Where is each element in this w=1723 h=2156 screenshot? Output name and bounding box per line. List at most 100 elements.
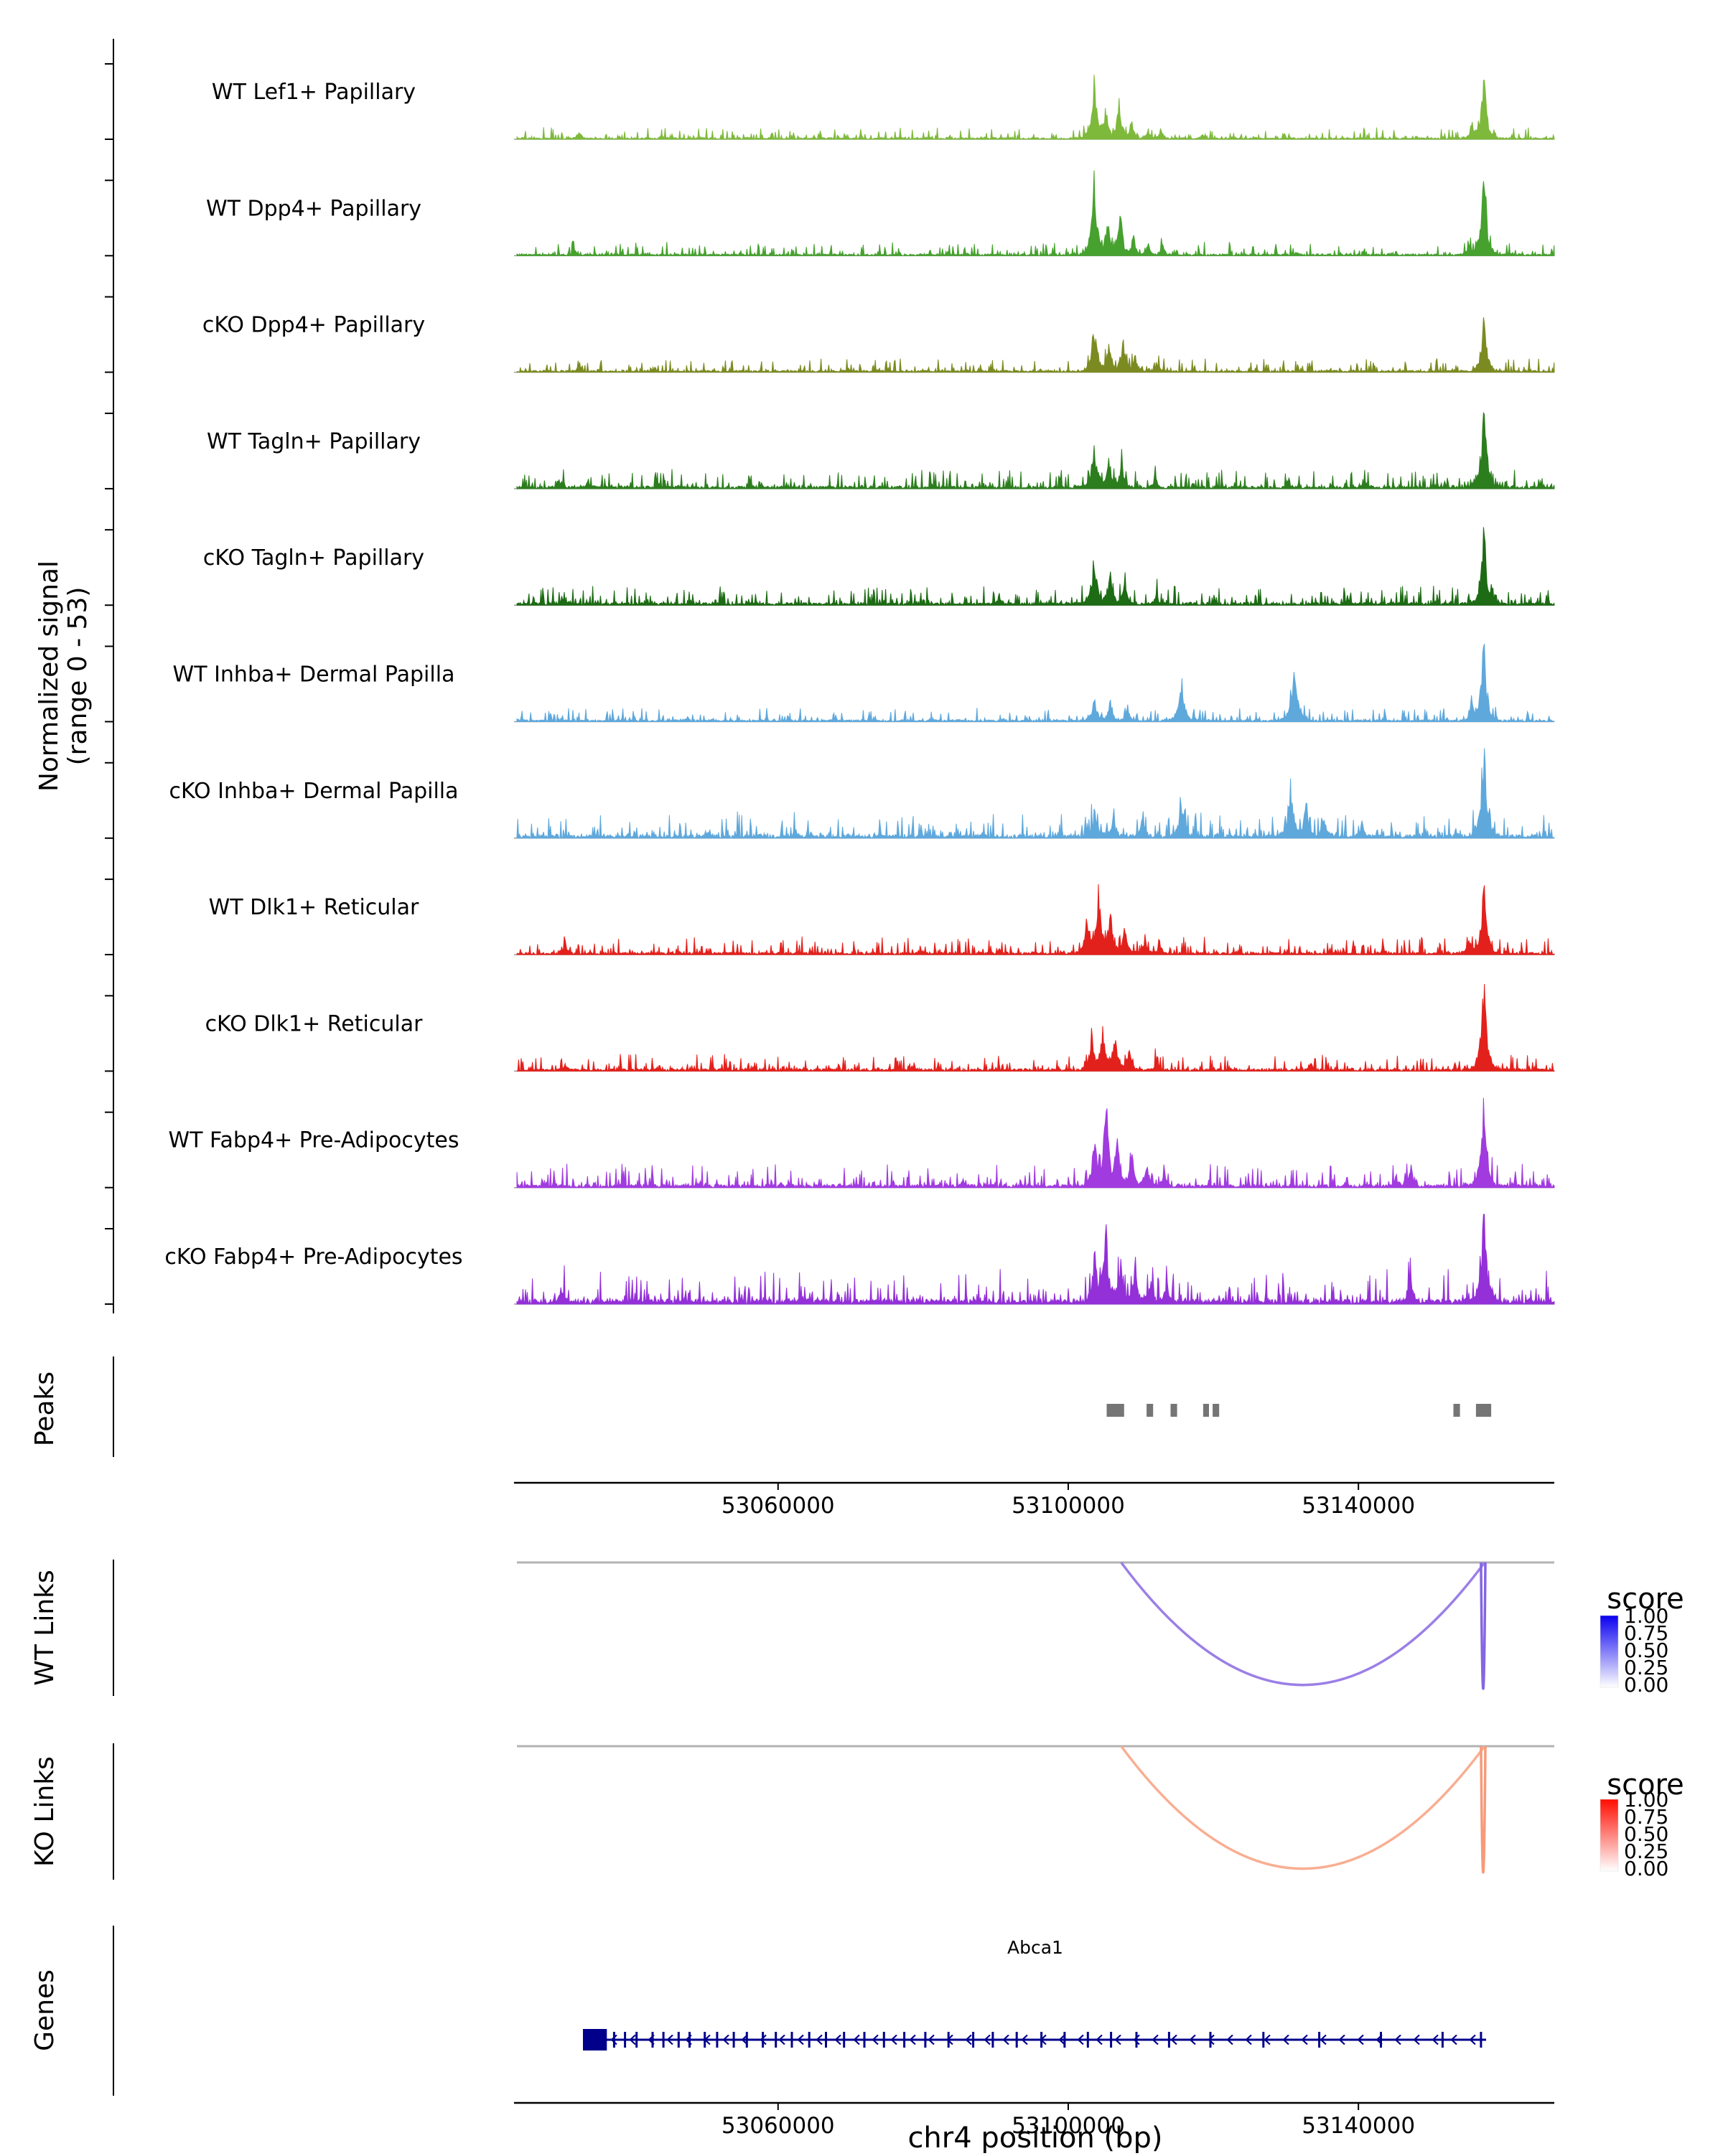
- track-signal-9: [516, 1097, 1555, 1189]
- gene-strand-arrow: [909, 2034, 916, 2045]
- track-label: cKO Fabp4+ Pre-Adipocytes: [164, 1245, 462, 1270]
- gene-strand-arrow: [1413, 2034, 1420, 2045]
- legend-tick-label: 0.50: [1624, 1639, 1668, 1662]
- genome-axis-bottom: 53060000 53100000 53140000: [514, 2101, 1554, 2139]
- legend-color-bar: [1600, 1615, 1619, 1688]
- ko-links-section-label: KO Links: [30, 1756, 60, 1867]
- track-signal-0: [516, 75, 1555, 141]
- gene-strand-arrow: [1114, 2034, 1121, 2045]
- gene-exon-tick: [745, 2032, 748, 2048]
- link-arc: [1480, 1562, 1487, 1690]
- genome-axis-tick-label: 53140000: [1302, 1493, 1415, 1519]
- signal-axis-label-line2: (range 0 - 53): [63, 587, 93, 766]
- peak-box: [1475, 1404, 1492, 1417]
- wt-links-section-label: WT Links: [30, 1570, 60, 1686]
- gene-strand-arrow: [1394, 2034, 1401, 2045]
- gene-exon-tick: [716, 2032, 719, 2048]
- track-label: WT Dpp4+ Papillary: [206, 196, 421, 221]
- peak-box: [1213, 1404, 1220, 1417]
- gene-strand-arrow: [610, 2034, 617, 2045]
- gene-exon-tick: [1063, 2032, 1066, 2048]
- gene-exon-tick: [612, 2032, 615, 2048]
- gene-exon-tick: [762, 2032, 765, 2048]
- gene-exon-tick: [991, 2032, 994, 2048]
- gene-exon-tick: [1209, 2032, 1212, 2048]
- track-signal-2: [516, 317, 1555, 374]
- peak-box: [1147, 1404, 1154, 1417]
- gene-strand-arrow: [1133, 2034, 1140, 2045]
- signal-axis-label-line1: Normalized signal: [34, 561, 64, 792]
- gene-strand-arrow: [1450, 2034, 1457, 2045]
- gene-exon-tick: [1015, 2032, 1018, 2048]
- gene-strand-arrow: [834, 2034, 841, 2045]
- gene-exon-tick: [775, 2032, 778, 2048]
- track-signal-6: [516, 748, 1555, 840]
- gene-strand-arrow: [890, 2034, 897, 2045]
- gene-strand-arrow: [1152, 2034, 1159, 2045]
- link-arc: [1480, 1745, 1487, 1874]
- gene-exon-tick: [1262, 2032, 1265, 2048]
- gene-exon-tick: [624, 2032, 627, 2048]
- gene-exon-tick: [1441, 2032, 1444, 2048]
- gene-exon-tick: [843, 2032, 846, 2048]
- gene-strand-arrow: [1376, 2034, 1383, 2045]
- link-arc: [1120, 1745, 1486, 1870]
- gene-exon-tick: [1110, 2032, 1113, 2048]
- track-signal-3: [516, 411, 1555, 490]
- gene-strand-arrow: [1338, 2034, 1345, 2045]
- coverage-tracks: WT Lef1+ Papillary WT Dpp4+ Papillary cKO …: [164, 75, 1555, 1306]
- gene-exon-tick: [863, 2032, 866, 2048]
- genome-axis-tick-label: 53100000: [1012, 2113, 1125, 2139]
- wt-links-legend-title: score: [1607, 1583, 1684, 1616]
- gene-strand-arrow: [704, 2034, 711, 2045]
- track-label: cKO Tagln+ Papillary: [203, 545, 424, 571]
- gene-strand-arrow: [1077, 2034, 1084, 2045]
- track-label: cKO Inhba+ Dermal Papilla: [169, 779, 458, 804]
- gene-exon-tick: [1318, 2032, 1321, 2048]
- gene-exon-tick: [972, 2032, 975, 2048]
- wt-links-label: WT Links: [30, 1570, 60, 1686]
- gene-strand-arrow: [1096, 2034, 1103, 2045]
- gene-utr-box: [583, 2029, 607, 2050]
- gene-strand-arrow: [984, 2034, 991, 2045]
- legend-tick-label: 0.25: [1624, 1839, 1668, 1863]
- genes-section-label: Genes: [30, 1969, 60, 2051]
- link-arc: [1120, 1561, 1486, 1687]
- gene-name-label: Abca1: [1007, 1937, 1063, 1958]
- gene-strand-arrow: [928, 2034, 935, 2045]
- gene-exon-tick: [825, 2032, 827, 2048]
- gene-strand-arrow: [1357, 2034, 1364, 2045]
- genome-axis-tick-label: 53140000: [1302, 2113, 1415, 2139]
- ko-links-legend-title: score: [1607, 1768, 1684, 1801]
- peak-box: [1453, 1404, 1460, 1417]
- gene-strand-arrow: [965, 2034, 972, 2045]
- gene-strand-arrow: [741, 2034, 748, 2045]
- legend-tick-label: 0.25: [1624, 1656, 1668, 1679]
- gene-strand-arrow: [1320, 2034, 1327, 2045]
- gene-exon-tick: [1086, 2032, 1089, 2048]
- gene-strand-arrow: [816, 2034, 823, 2045]
- track-label: WT Inhba+ Dermal Papilla: [173, 662, 455, 688]
- track-signal-10: [516, 1214, 1555, 1306]
- gene-exon-tick: [662, 2032, 665, 2048]
- gene-strand-arrow: [1189, 2034, 1196, 2045]
- gene-exon-tick: [882, 2032, 885, 2048]
- track-signal-4: [516, 527, 1555, 606]
- gene-exon-tick: [688, 2032, 691, 2048]
- peak-box: [1170, 1404, 1177, 1417]
- gene-strand-arrow: [946, 2034, 953, 2045]
- genome-axis-tick-label: 53060000: [722, 2113, 835, 2139]
- gene-strand-arrow: [778, 2034, 785, 2045]
- x-axis-title: chr4 position (bp): [907, 2122, 1162, 2153]
- gene-strand-arrow: [1264, 2034, 1271, 2045]
- gene-exon-tick: [677, 2032, 680, 2048]
- genome-axis-tick-label: 53060000: [722, 1493, 835, 1519]
- track-label: WT Fabp4+ Pre-Adipocytes: [169, 1128, 459, 1153]
- gene-strand-arrow: [1432, 2034, 1439, 2045]
- gene-strand-arrow: [685, 2034, 692, 2045]
- track-label: cKO Dlk1+ Reticular: [205, 1011, 424, 1036]
- gene-strand-arrow: [1301, 2034, 1308, 2045]
- gene-exon-tick: [1480, 2032, 1482, 2048]
- peaks-section-label: Peaks: [30, 1372, 60, 1446]
